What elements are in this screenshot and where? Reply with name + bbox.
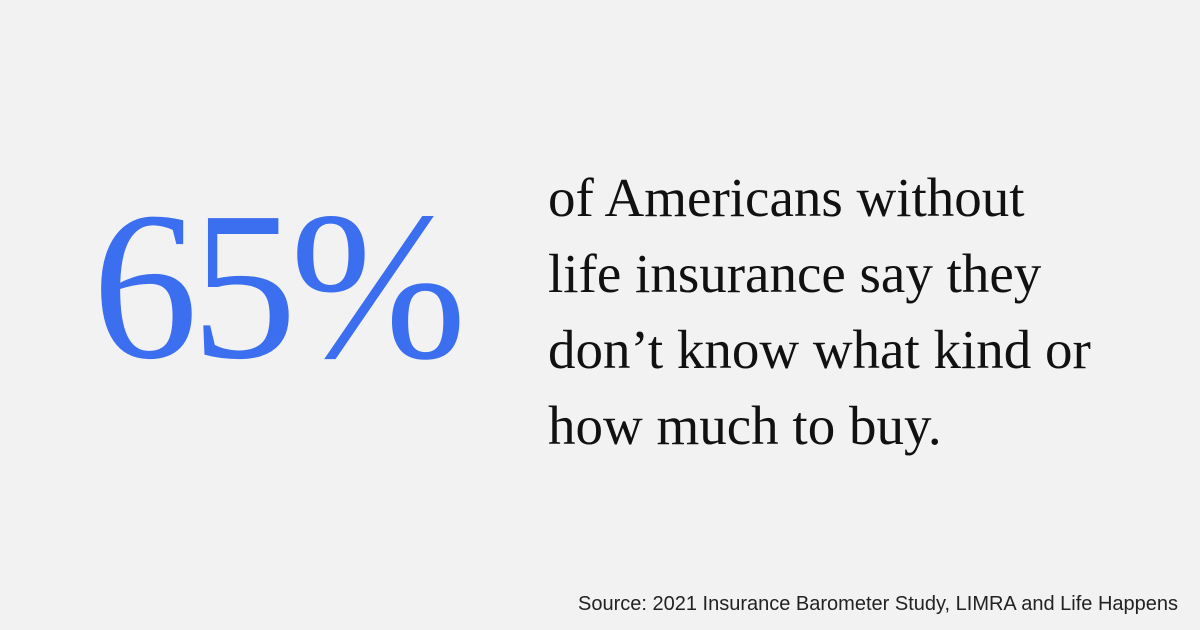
statement: of Americans without life insurance say …: [548, 160, 1091, 464]
statement-line: life insurance say they: [548, 243, 1042, 304]
stat-figure: 65%: [92, 168, 467, 403]
statement-line: don’t know what kind or: [548, 319, 1091, 380]
statement-line: of Americans without: [548, 167, 1025, 228]
statement-line: how much to buy.: [548, 395, 942, 456]
source-note: Source: 2021 Insurance Barometer Study, …: [578, 593, 1178, 615]
